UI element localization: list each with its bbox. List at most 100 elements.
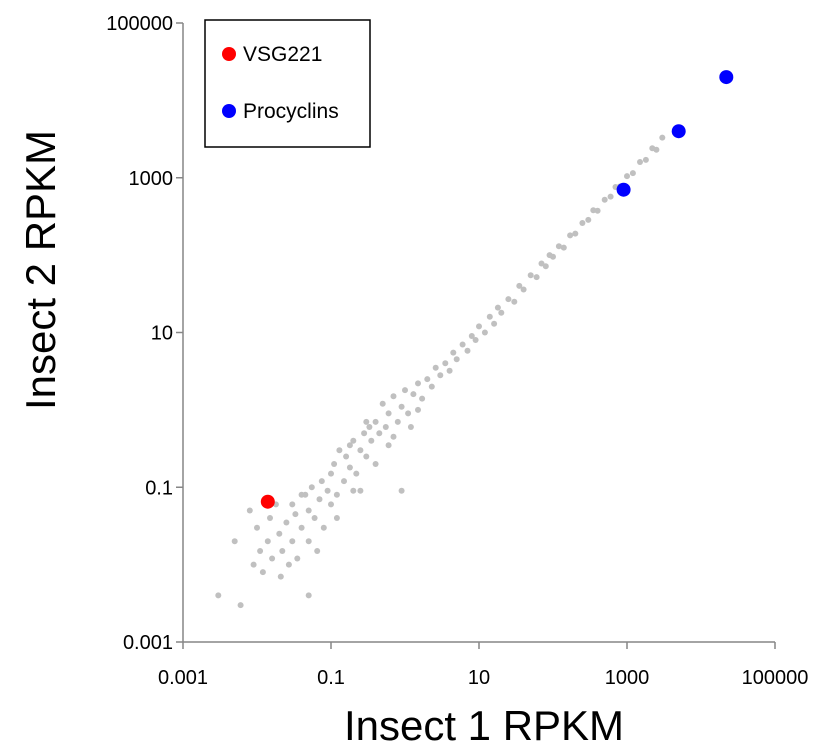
data-point <box>419 395 426 402</box>
data-point <box>376 430 383 437</box>
legend-marker-vsg221 <box>222 47 236 61</box>
y-tick-label: 100000 <box>106 13 173 35</box>
data-point-vsg221 <box>260 494 275 509</box>
data-point <box>277 573 284 580</box>
data-point <box>237 602 244 609</box>
x-ticks: 0.001 0.1 10 1000 100000 <box>158 642 808 689</box>
data-point <box>361 430 368 437</box>
x-tick-label: 10 <box>468 667 490 689</box>
legend: VSG221 Procyclins <box>204 19 371 148</box>
data-point <box>407 424 414 430</box>
data-point <box>607 193 614 200</box>
data-point <box>498 309 505 316</box>
data-point <box>357 447 364 454</box>
data-point <box>333 491 340 498</box>
data-point <box>459 341 466 348</box>
data-point <box>424 376 431 383</box>
data-point <box>269 555 276 562</box>
y-ticks: 0.001 0.1 10 1000 100000 <box>106 13 183 654</box>
data-point <box>231 538 238 545</box>
data-point <box>257 548 264 554</box>
data-point <box>328 501 334 508</box>
data-point <box>390 433 397 440</box>
data-point <box>279 548 286 554</box>
data-point <box>328 470 334 477</box>
data-point <box>336 447 343 454</box>
data-point <box>363 418 370 425</box>
data-point <box>385 442 392 449</box>
legend-box <box>204 19 371 148</box>
data-point <box>250 561 257 568</box>
data-point <box>311 515 318 521</box>
data-point <box>453 356 460 363</box>
data-point <box>264 538 271 545</box>
data-point <box>324 487 331 494</box>
x-tick-label: 0.1 <box>317 667 345 689</box>
data-point <box>390 393 397 400</box>
data-point <box>289 538 296 545</box>
data-point <box>283 519 290 526</box>
data-point <box>472 337 479 343</box>
data-point-procyclin <box>671 124 686 139</box>
data-point <box>215 592 222 599</box>
data-point <box>305 592 312 599</box>
data-point <box>442 360 449 367</box>
data-point <box>318 478 325 485</box>
data-point <box>346 442 353 449</box>
data-point <box>410 391 417 398</box>
x-tick-label: 1000 <box>605 667 650 689</box>
data-point <box>285 561 292 568</box>
data-point <box>341 478 347 485</box>
x-tick-label: 100000 <box>742 667 809 689</box>
data-point <box>402 387 408 394</box>
data-point <box>629 170 636 177</box>
data-point <box>464 347 471 354</box>
data-point <box>398 403 405 410</box>
data-point <box>350 437 357 444</box>
y-tick-label: 0.1 <box>145 477 173 499</box>
data-point <box>385 410 392 417</box>
data-point <box>305 507 312 514</box>
data-point <box>398 487 405 494</box>
data-point <box>305 538 312 545</box>
data-point <box>331 461 338 467</box>
data-point <box>298 524 305 531</box>
y-tick-label: 1000 <box>129 168 174 190</box>
data-point <box>520 286 527 293</box>
data-point <box>594 207 601 214</box>
data-point <box>366 424 373 430</box>
data-point <box>642 156 649 163</box>
data-point <box>246 507 253 514</box>
data-point <box>314 548 321 554</box>
x-tick-label: 0.001 <box>158 667 208 689</box>
data-point <box>346 464 353 471</box>
data-point <box>428 383 435 390</box>
data-point <box>624 173 630 180</box>
data-point <box>468 333 475 339</box>
data-point <box>357 487 364 494</box>
data-point <box>527 272 534 279</box>
legend-label-procyclins: Procyclins <box>243 100 339 123</box>
data-point <box>333 515 340 521</box>
data-point <box>372 461 379 467</box>
data-point <box>415 406 421 413</box>
data-point <box>372 418 379 425</box>
data-point <box>659 134 666 141</box>
data-point <box>538 260 545 267</box>
data-point <box>368 437 375 444</box>
data-point <box>379 400 386 407</box>
data-point <box>601 196 608 203</box>
y-axis-label: Insect 2 RPKM <box>17 130 64 410</box>
data-point <box>298 491 305 498</box>
data-point <box>494 304 501 311</box>
data-point-procyclin <box>719 70 734 85</box>
data-point <box>294 555 301 562</box>
data-point <box>363 453 370 460</box>
data-point <box>276 530 283 537</box>
legend-label-vsg221: VSG221 <box>243 43 322 66</box>
data-point <box>382 424 389 430</box>
data-point <box>432 364 439 371</box>
data-point <box>542 263 549 270</box>
data-point <box>308 484 315 491</box>
